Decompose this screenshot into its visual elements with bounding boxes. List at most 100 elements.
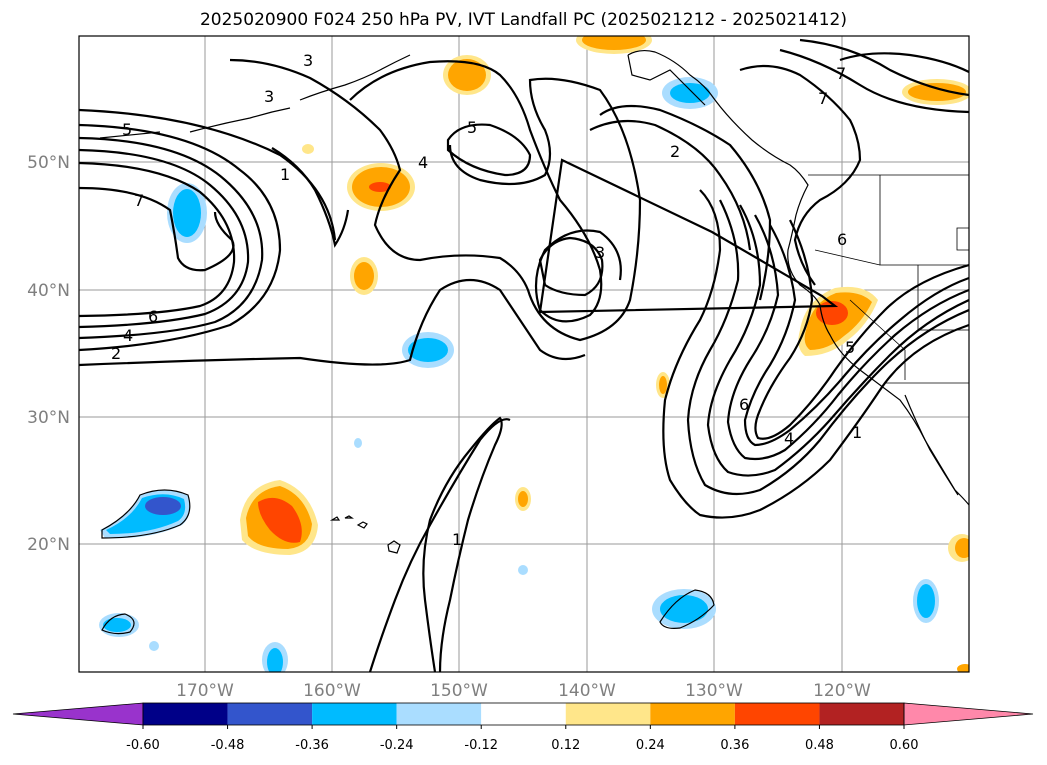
blob-positive xyxy=(354,262,374,290)
contour-label: 7 xyxy=(836,64,846,83)
colorbar-label: -0.60 xyxy=(126,738,160,753)
contour-line xyxy=(538,236,604,297)
blob-negative xyxy=(173,189,201,237)
colorbar-segment xyxy=(819,703,904,725)
state-border xyxy=(814,249,881,266)
contour-line xyxy=(446,123,532,177)
contour-line xyxy=(368,418,511,672)
contour-line xyxy=(271,147,350,248)
na-coastline xyxy=(627,49,969,506)
colorbar-label: 0.24 xyxy=(636,738,665,753)
lon-label: 120°W xyxy=(813,681,871,701)
lat-label: 20°N xyxy=(27,535,70,555)
colorbar-segment xyxy=(650,703,735,725)
contour-label: 3 xyxy=(264,87,274,106)
contour-line xyxy=(79,148,250,329)
blob-positive xyxy=(302,144,314,154)
blob-positive xyxy=(957,664,969,672)
contour-label: 2 xyxy=(111,344,121,363)
colorbar-label: 0.36 xyxy=(720,738,749,753)
hawaii-big-island xyxy=(387,540,401,554)
contour-label: 5 xyxy=(467,118,477,137)
blob-negative xyxy=(103,618,131,632)
contour-label: 5 xyxy=(122,120,132,139)
colorbar-segment xyxy=(565,703,651,725)
contour-label: 3 xyxy=(595,243,605,262)
blob-outline xyxy=(101,489,191,539)
colorbar-segment xyxy=(143,703,228,725)
contour-label: 1 xyxy=(852,423,862,442)
blob-positive xyxy=(582,36,646,50)
contour-line xyxy=(79,123,282,352)
blob-negative xyxy=(917,584,935,618)
blob-negative xyxy=(149,641,159,651)
colorbar-segment xyxy=(396,703,482,725)
colorbar-segment xyxy=(312,703,397,725)
blob-negative xyxy=(408,338,448,362)
colorbar-label: 0.48 xyxy=(805,738,834,753)
colorbar-extend-low xyxy=(12,702,144,726)
contour-label: 6 xyxy=(837,230,847,249)
contour-label: 6 xyxy=(739,395,749,414)
map-background xyxy=(79,36,969,672)
colorbar-segment xyxy=(481,703,566,725)
contour-line xyxy=(229,58,642,342)
blob-positive xyxy=(258,497,302,543)
alaska-panhandle xyxy=(627,54,706,106)
contour-label: 3 xyxy=(303,51,313,70)
state-border xyxy=(849,299,906,380)
blob-negative xyxy=(354,438,362,448)
blob-positive xyxy=(659,376,667,394)
contour-line xyxy=(706,204,969,477)
colorbar-label: 0.12 xyxy=(551,738,580,753)
contour-line xyxy=(422,416,503,672)
lon-label: 150°W xyxy=(430,681,488,701)
lat-label: 50°N xyxy=(27,153,70,173)
contour-line xyxy=(839,52,969,73)
contour-label: 1 xyxy=(452,530,462,549)
contour-line xyxy=(79,161,236,318)
contour-label: 7 xyxy=(134,191,144,210)
blob-negative xyxy=(145,497,181,515)
contour-label: 7 xyxy=(818,89,828,108)
lon-label: 170°W xyxy=(176,681,234,701)
blob-negative xyxy=(660,595,708,623)
contour-line xyxy=(79,108,337,241)
aleutian-chain xyxy=(299,54,411,101)
colorbar-extend-high xyxy=(903,702,1034,726)
contour-line xyxy=(779,48,969,114)
lon-label: 140°W xyxy=(558,681,616,701)
contour-line xyxy=(686,199,969,496)
contour-line xyxy=(589,119,752,251)
contour-line xyxy=(754,219,969,440)
colorbar-label: -0.24 xyxy=(380,738,414,753)
lat-label: 30°N xyxy=(27,408,70,428)
contour-label: 1 xyxy=(280,165,290,184)
contour-label: 5 xyxy=(845,338,855,357)
blob-positive xyxy=(955,538,969,558)
contour-line xyxy=(743,224,969,447)
blob-positive xyxy=(908,83,966,101)
contour-line xyxy=(79,186,235,272)
contour-line xyxy=(799,38,969,97)
contour-label: 4 xyxy=(418,153,428,172)
colorbar-label: -0.12 xyxy=(464,738,498,753)
map-frame xyxy=(78,35,970,673)
contours xyxy=(79,38,969,672)
state-border xyxy=(956,227,969,251)
colorbar-label: 0.60 xyxy=(890,738,919,753)
blob-negative xyxy=(518,565,528,575)
blob-positive xyxy=(448,59,486,91)
blob-negative xyxy=(670,83,710,103)
colorbar: -0.60 -0.48 -0.36 -0.24 -0.12 0.12 0.24 0.36 0.4… xyxy=(12,702,1034,753)
blob-outline xyxy=(659,589,715,629)
contour-label: 2 xyxy=(670,142,680,161)
blob-outline xyxy=(101,613,135,635)
contour-line xyxy=(662,189,969,519)
map-title: 2025020900 F024 250 hPa PV, IVT Landfall… xyxy=(199,10,847,30)
colorbar-label: -0.36 xyxy=(295,738,329,753)
colorbar-segment xyxy=(734,703,820,725)
contour-label: 6 xyxy=(148,307,158,326)
landfall-polygon xyxy=(538,158,839,314)
